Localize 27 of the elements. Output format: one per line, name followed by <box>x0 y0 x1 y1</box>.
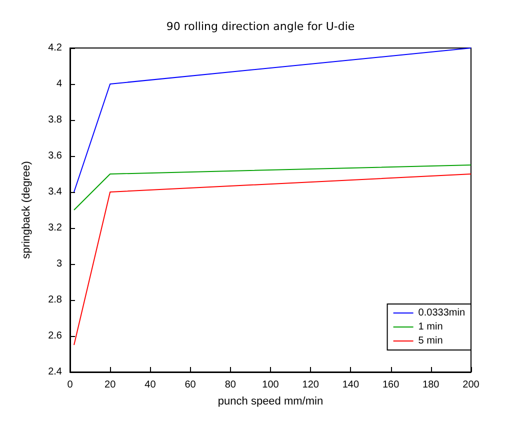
x-axis-title: punch speed mm/min <box>218 396 324 408</box>
y-tick-label: 3.8 <box>48 114 62 126</box>
x-tick-label: 140 <box>342 380 360 390</box>
legend-label: 5 min <box>418 336 443 346</box>
legend-label: 0.0333min <box>418 308 466 318</box>
y-axis-title: springback (degree) <box>20 161 32 259</box>
x-tick-label: 160 <box>382 380 400 390</box>
x-tick-label: 200 <box>462 380 480 390</box>
legend-label: 1 min <box>418 322 443 332</box>
x-tick-label: 100 <box>262 380 280 390</box>
x-tick-label: 60 <box>184 380 196 390</box>
x-tick-label: 120 <box>302 380 320 390</box>
y-tick-label: 2.4 <box>48 366 62 378</box>
x-tick-label: 180 <box>422 380 440 390</box>
chart-title: 90 rolling direction angle for U-die <box>166 20 355 33</box>
x-tick-label: 0 <box>67 380 74 390</box>
x-tick-label: 80 <box>224 380 236 390</box>
y-tick-label: 3.2 <box>48 222 62 234</box>
y-tick-label: 3 <box>56 258 62 270</box>
y-tick-label: 3.4 <box>48 186 62 198</box>
y-tick-label: 4 <box>56 78 62 90</box>
y-tick-label: 2.6 <box>48 330 62 342</box>
x-tick-label: 20 <box>104 380 116 390</box>
x-tick-label: 40 <box>144 380 156 390</box>
y-tick-label: 2.8 <box>48 294 62 306</box>
y-tick-label: 3.6 <box>48 150 62 162</box>
y-tick-label: 4.2 <box>48 42 62 54</box>
